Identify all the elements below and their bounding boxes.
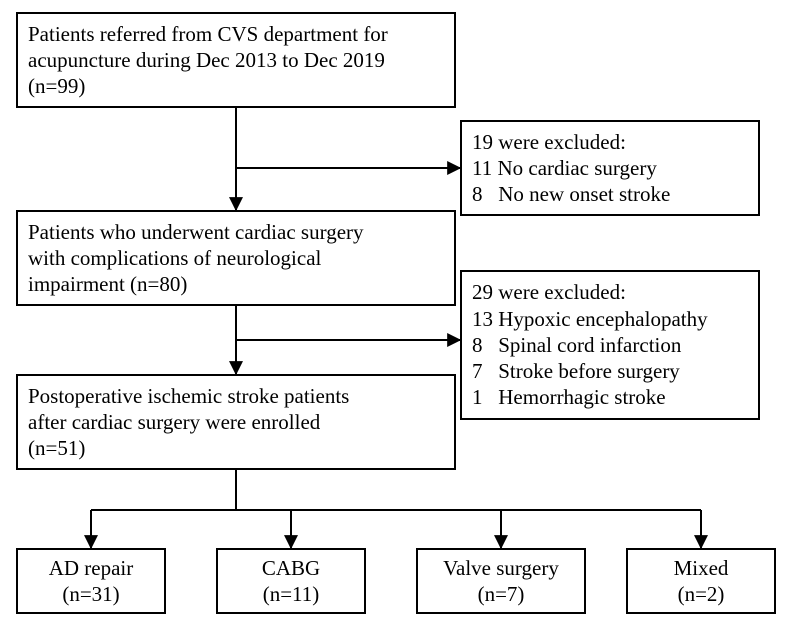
ad-repair-box: AD repair (n=31) [16,548,166,614]
mixed-box: Mixed (n=2) [626,548,776,614]
neuro-impairment-box: Patients who underwent cardiac surgery w… [16,210,456,306]
neuro-impairment-box-text: Patients who underwent cardiac surgery w… [18,213,454,304]
exclusion-1-box: 19 were excluded: 11 No cardiac surgery … [460,120,760,216]
enrolled-box-text: Postoperative ischemic stroke patients a… [18,377,454,468]
referred-box: Patients referred from CVS department fo… [16,12,456,108]
enrolled-box: Postoperative ischemic stroke patients a… [16,374,456,470]
exclusion-1-box-text: 19 were excluded: 11 No cardiac surgery … [462,123,758,214]
cabg-box: CABG (n=11) [216,548,366,614]
exclusion-2-box-text: 29 were excluded: 13 Hypoxic encephalopa… [462,273,758,416]
valve-surgery-box-text: Valve surgery (n=7) [418,549,584,614]
referred-box-text: Patients referred from CVS department fo… [18,15,454,106]
exclusion-2-box: 29 were excluded: 13 Hypoxic encephalopa… [460,270,760,420]
ad-repair-box-text: AD repair (n=31) [18,549,164,614]
valve-surgery-box: Valve surgery (n=7) [416,548,586,614]
mixed-box-text: Mixed (n=2) [628,549,774,614]
cabg-box-text: CABG (n=11) [218,549,364,614]
